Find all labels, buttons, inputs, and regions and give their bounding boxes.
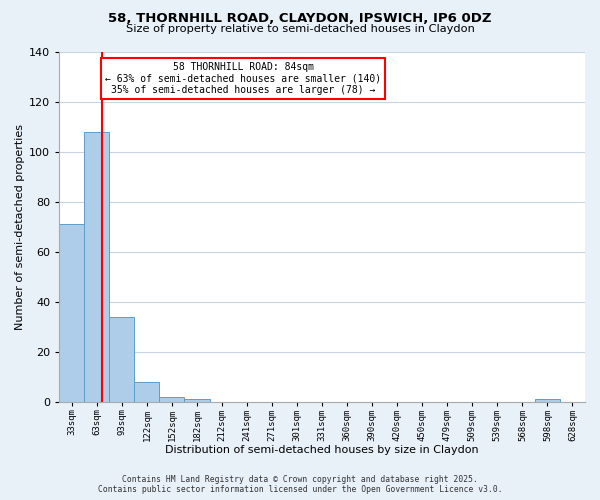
Bar bbox=[85, 132, 109, 402]
Text: 58, THORNHILL ROAD, CLAYDON, IPSWICH, IP6 0DZ: 58, THORNHILL ROAD, CLAYDON, IPSWICH, IP… bbox=[108, 12, 492, 26]
Bar bbox=[184, 399, 209, 402]
X-axis label: Distribution of semi-detached houses by size in Claydon: Distribution of semi-detached houses by … bbox=[166, 445, 479, 455]
Bar bbox=[160, 396, 184, 402]
Bar bbox=[535, 399, 560, 402]
Text: Contains HM Land Registry data © Crown copyright and database right 2025.
Contai: Contains HM Land Registry data © Crown c… bbox=[98, 474, 502, 494]
Text: 58 THORNHILL ROAD: 84sqm
← 63% of semi-detached houses are smaller (140)
35% of : 58 THORNHILL ROAD: 84sqm ← 63% of semi-d… bbox=[105, 62, 382, 95]
Y-axis label: Number of semi-detached properties: Number of semi-detached properties bbox=[15, 124, 25, 330]
Bar bbox=[134, 382, 160, 402]
Bar bbox=[109, 316, 134, 402]
Text: Size of property relative to semi-detached houses in Claydon: Size of property relative to semi-detach… bbox=[125, 24, 475, 34]
Bar bbox=[59, 224, 85, 402]
